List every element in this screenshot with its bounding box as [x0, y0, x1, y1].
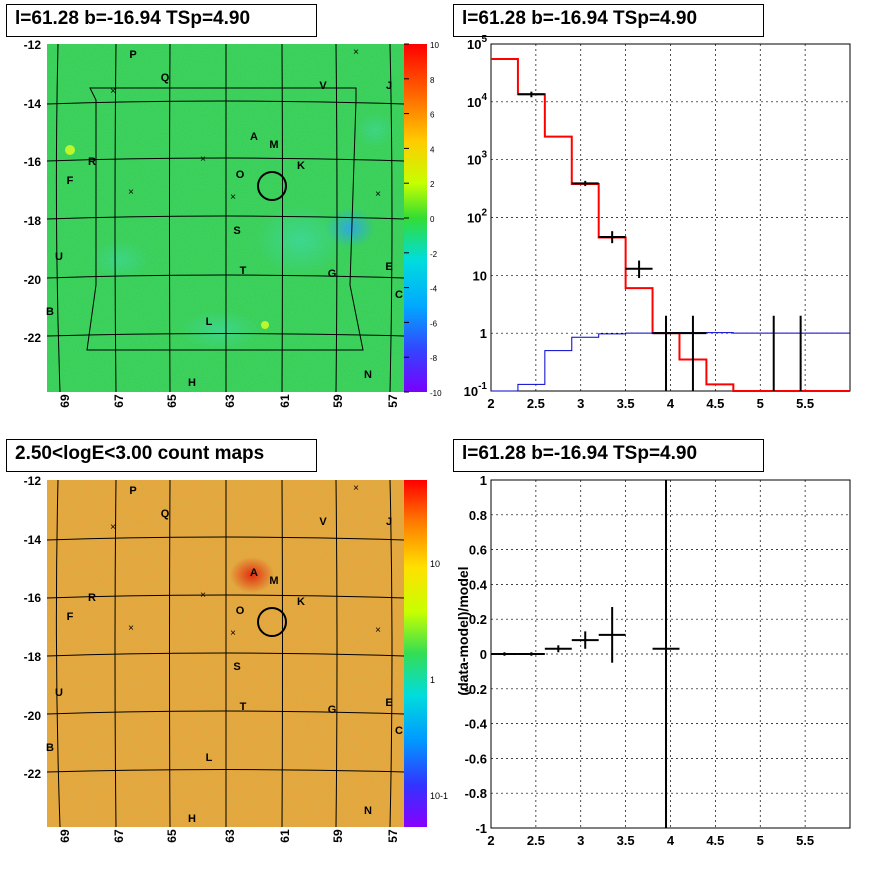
spectrum-data-point: [598, 231, 626, 244]
spectrum-data-point: [571, 180, 599, 187]
residual-x-tick: 3.5: [617, 833, 635, 848]
tl-title: l=61.28 b=-16.94 TSp=4.90: [6, 4, 317, 37]
residual-x-tick: 4: [667, 833, 675, 848]
residual-data-point: [571, 631, 599, 649]
residual-data-point: [652, 480, 680, 828]
residual-x-tick: 5.5: [796, 833, 814, 848]
spectrum-x-tick: 3: [577, 396, 584, 411]
spectrum-data-point: [517, 91, 545, 98]
spectrum-x-tick: 4.5: [706, 396, 724, 411]
residual-x-tick: 3: [577, 833, 584, 848]
spectrum-x-tick: 2: [487, 396, 494, 411]
spectrum-data-point: [679, 315, 707, 391]
residual-data-point: [491, 652, 518, 656]
spectrum-x-tick: 5.5: [796, 396, 814, 411]
spectrum-y-tick: 103: [467, 150, 487, 168]
spectrum-y-tick: 10-1: [464, 381, 488, 399]
br-title: l=61.28 b=-16.94 TSp=4.90: [453, 439, 764, 472]
spectrum-y-tick: 102: [467, 208, 487, 226]
residual-y-tick: -0.4: [465, 717, 488, 732]
residual-y-tick: -1: [475, 821, 487, 836]
residual-data-point: [598, 607, 626, 663]
spectrum-background-line: [491, 332, 850, 392]
spectrum-x-tick: 2.5: [527, 396, 545, 411]
spectrum-data-point: [625, 260, 653, 278]
residual-y-tick: 0.8: [469, 508, 487, 523]
residual-x-tick: 4.5: [706, 833, 724, 848]
residual-data-point: [544, 645, 572, 653]
spectrum-y-tick: 1: [480, 326, 487, 341]
residual-y-tick: 0.6: [469, 543, 487, 558]
spectrum-model-line: [491, 58, 850, 392]
residual-y-tick: -0.2: [465, 682, 487, 697]
spectrum-y-tick: 104: [467, 92, 487, 110]
spectrum-y-tick: 105: [467, 34, 487, 52]
residual-x-tick: 2: [487, 833, 494, 848]
residual-y-tick: 0.4: [469, 577, 488, 592]
residual-ylabel: (data-model)/model: [455, 566, 471, 695]
spectrum-y-tick: 10: [473, 268, 487, 283]
residual-x-tick: 5: [757, 833, 764, 848]
bl-title: 2.50<logE<3.00 count maps: [6, 439, 317, 472]
residual-y-tick: 1: [480, 473, 487, 488]
residual-data-point: [517, 652, 545, 656]
tr-title: l=61.28 b=-16.94 TSp=4.90: [453, 4, 764, 37]
residual-y-tick: 0: [480, 647, 487, 662]
residual-y-tick: 0.2: [469, 612, 487, 627]
residual-x-tick: 2.5: [527, 833, 545, 848]
spectrum-x-tick: 5: [757, 396, 764, 411]
spectrum-data-point: [652, 315, 680, 391]
spectrum-x-tick: 3.5: [617, 396, 635, 411]
residual-y-tick: -0.6: [465, 751, 487, 766]
residual-y-tick: -0.8: [465, 786, 487, 801]
spectrum-x-tick: 4: [667, 396, 675, 411]
